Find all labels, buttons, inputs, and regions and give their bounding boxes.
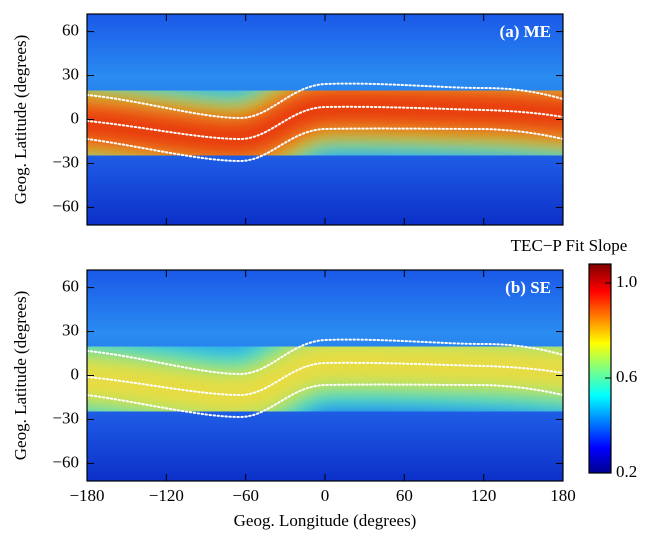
x-tick-label: −120: [149, 486, 184, 505]
y-axis-label: Geog. Latitude (degrees): [11, 35, 30, 204]
colorbar-tick-label: 1.0: [616, 272, 637, 291]
x-tick-label: −180: [69, 486, 104, 505]
y-tick-label: 0: [71, 108, 80, 127]
y-tick-label: 60: [62, 20, 79, 39]
y-tick-label: −30: [52, 408, 79, 427]
colorbar-tick-label: 0.2: [616, 462, 637, 481]
y-tick-label: 60: [62, 276, 79, 295]
panel-label: (b) SE: [505, 278, 551, 297]
x-axis-label: Geog. Longitude (degrees): [234, 511, 417, 530]
x-tick-label: 60: [396, 486, 413, 505]
panel-label: (a) ME: [500, 22, 551, 41]
colorbar-tick-label: 0.6: [616, 367, 637, 386]
heatmap-field: [87, 14, 563, 225]
y-tick-label: −60: [52, 196, 79, 215]
x-tick-label: 180: [550, 486, 576, 505]
x-tick-label: −60: [232, 486, 259, 505]
y-tick-label: −60: [52, 452, 79, 471]
x-tick-label: 0: [321, 486, 330, 505]
heatmap-field: [87, 270, 563, 481]
y-tick-label: −30: [52, 152, 79, 171]
y-tick-label: 30: [62, 320, 79, 339]
y-tick-label: 30: [62, 64, 79, 83]
y-axis-label: Geog. Latitude (degrees): [11, 291, 30, 460]
x-tick-label: 120: [471, 486, 497, 505]
y-tick-label: 0: [71, 364, 80, 383]
colorbar-title: TEC−P Fit Slope: [511, 236, 628, 255]
colorbar: [588, 263, 612, 474]
